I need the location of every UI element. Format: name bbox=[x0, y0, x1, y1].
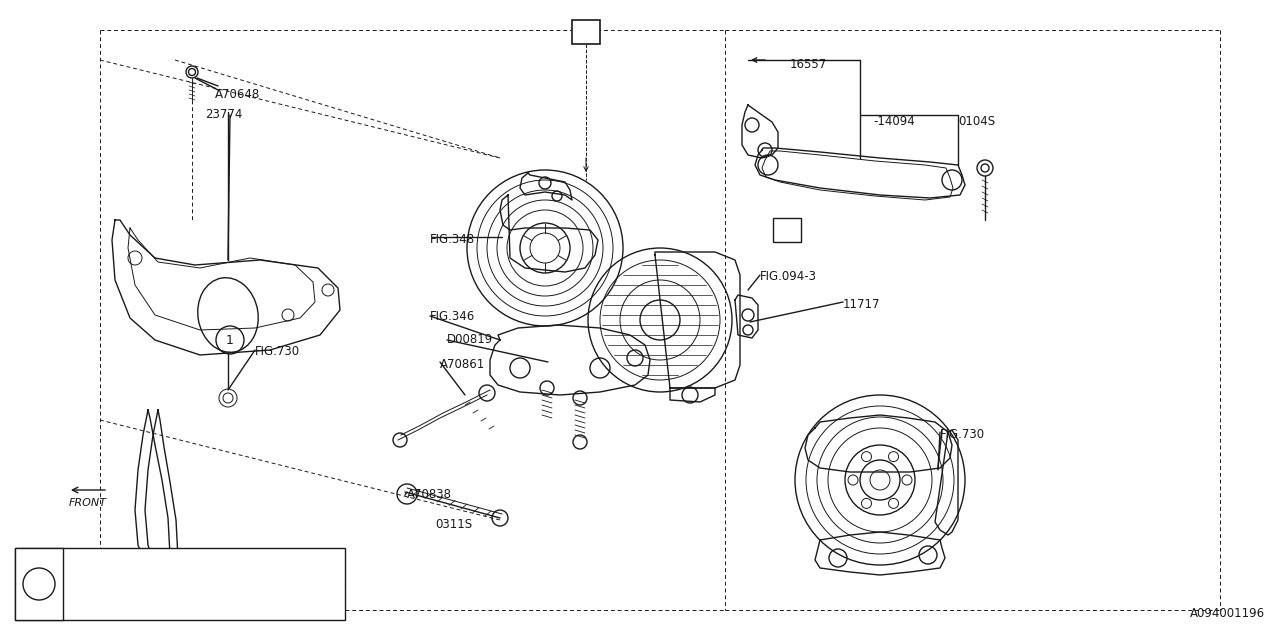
Text: A: A bbox=[581, 23, 591, 37]
Text: A094001196: A094001196 bbox=[1190, 607, 1265, 620]
Text: 1: 1 bbox=[35, 577, 44, 590]
Text: A70838: A70838 bbox=[407, 488, 452, 501]
Text: FIG.348: FIG.348 bbox=[430, 233, 475, 246]
Bar bbox=[15, 548, 346, 620]
Text: 0311S: 0311S bbox=[435, 518, 472, 531]
Text: 1: 1 bbox=[227, 333, 234, 346]
Text: A70648: A70648 bbox=[215, 88, 260, 101]
Bar bbox=[15, 548, 63, 620]
Text: FIG.346: FIG.346 bbox=[430, 310, 475, 323]
Text: FIG.094-3: FIG.094-3 bbox=[760, 270, 817, 283]
Text: FRONT: FRONT bbox=[69, 498, 108, 508]
Text: -14094: -14094 bbox=[873, 115, 915, 128]
Text: A: A bbox=[782, 222, 792, 235]
Bar bbox=[773, 218, 801, 242]
Text: D00819: D00819 bbox=[447, 333, 493, 346]
Text: FIG.730: FIG.730 bbox=[940, 428, 986, 441]
Text: 16557: 16557 bbox=[790, 58, 827, 71]
Text: FIG.730: FIG.730 bbox=[255, 345, 300, 358]
Bar bbox=[572, 20, 600, 44]
Text: K21830 <-’05MY0503>: K21830 <-’05MY0503> bbox=[70, 554, 207, 567]
Text: 23774: 23774 bbox=[205, 108, 242, 121]
Text: 0104S: 0104S bbox=[957, 115, 995, 128]
Circle shape bbox=[23, 568, 55, 600]
Text: 11717: 11717 bbox=[844, 298, 881, 311]
Text: A70861: A70861 bbox=[440, 358, 485, 371]
Text: K21843 <’06MY0501- >: K21843 <’06MY0501- > bbox=[70, 589, 212, 602]
